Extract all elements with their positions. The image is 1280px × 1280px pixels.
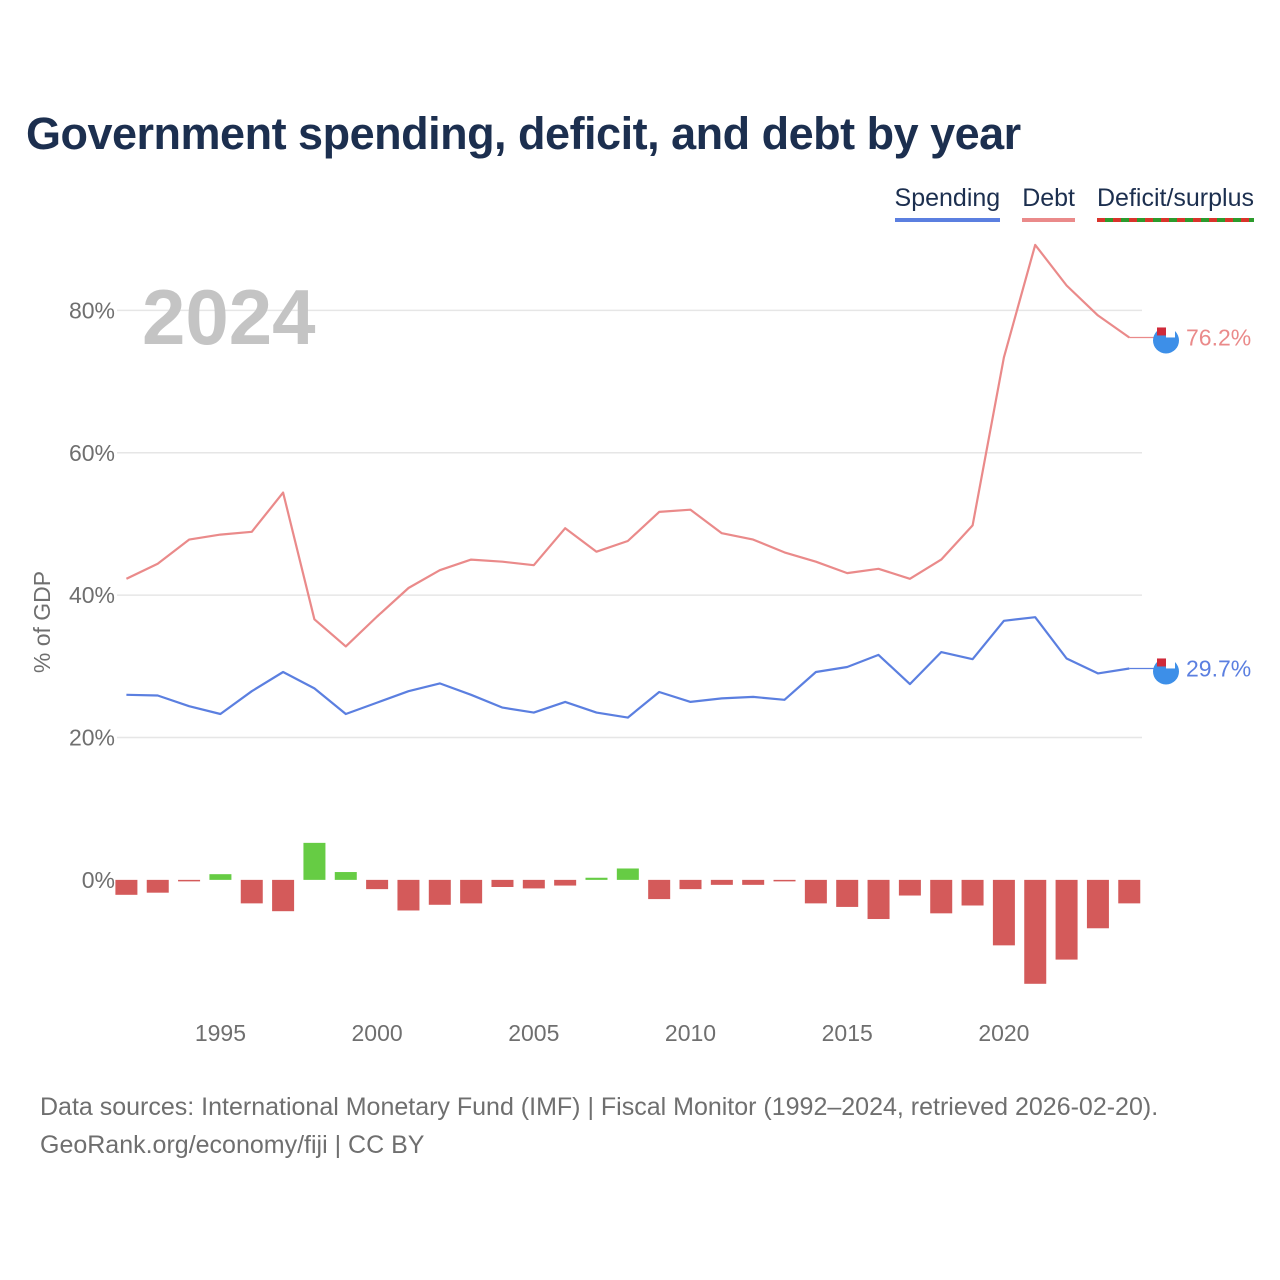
y-tick-label: 40%: [69, 582, 115, 608]
deficit-bar: [616, 868, 639, 880]
spending-line-flag-canton: [1157, 658, 1166, 667]
deficit-bar: [773, 879, 796, 882]
deficit-bar: [867, 879, 890, 920]
deficit-bar: [930, 879, 953, 914]
x-tick-label: 2020: [978, 1020, 1029, 1046]
deficit-bar: [648, 879, 671, 900]
spending-line: [126, 616, 1130, 719]
spending-line-flag-shield: [1166, 658, 1175, 669]
deficit-bar: [898, 879, 921, 896]
deficit-bar: [1086, 879, 1109, 929]
footer: Data sources: International Monetary Fun…: [40, 1088, 1158, 1164]
y-tick-label: 60%: [69, 440, 115, 466]
deficit-bar: [585, 877, 608, 880]
deficit-bar: [272, 879, 295, 912]
deficit-bar: [115, 879, 138, 895]
legend-label-debt: Debt: [1022, 184, 1075, 212]
legend-swatch-deficit: [1097, 218, 1254, 222]
deficit-bar: [178, 879, 201, 882]
legend: Spending Debt Deficit/surplus: [894, 184, 1254, 222]
deficit-bar: [1055, 879, 1078, 960]
deficit-bar: [1118, 879, 1141, 904]
deficit-bar: [1024, 879, 1047, 984]
deficit-bar: [679, 879, 702, 890]
x-tick-label: 2005: [508, 1020, 559, 1046]
deficit-bar: [554, 879, 577, 886]
deficit-bar: [366, 879, 389, 890]
deficit-bar: [428, 879, 451, 905]
debt-line-end-label: 76.2%: [1186, 324, 1251, 350]
deficit-bar: [742, 879, 765, 885]
y-tick-label: 80%: [69, 297, 115, 323]
deficit-bar: [334, 872, 357, 880]
legend-label-deficit: Deficit/surplus: [1097, 184, 1254, 212]
chart-title: Government spending, deficit, and debt b…: [26, 108, 1021, 159]
deficit-bar: [804, 879, 827, 904]
deficit-bar: [209, 874, 232, 880]
deficit-bar: [522, 879, 545, 889]
footer-attribution: GeoRank.org/economy/fiji | CC BY: [40, 1131, 425, 1159]
y-tick-label: 0%: [82, 867, 115, 893]
x-tick-label: 2010: [665, 1020, 716, 1046]
legend-item-spending[interactable]: Spending: [894, 184, 1001, 222]
deficit-bar: [836, 879, 859, 907]
x-tick-label: 2015: [822, 1020, 873, 1046]
legend-item-deficit[interactable]: Deficit/surplus: [1097, 184, 1254, 222]
deficit-bar: [491, 879, 514, 887]
footer-sources: Data sources: International Monetary Fun…: [40, 1093, 1159, 1121]
spending-line-end-label: 29.7%: [1186, 655, 1251, 681]
deficit-bar: [303, 842, 326, 880]
legend-swatch-debt: [1022, 218, 1075, 222]
legend-label-spending: Spending: [894, 184, 1001, 212]
debt-line-flag-canton: [1157, 327, 1166, 336]
legend-item-debt[interactable]: Debt: [1022, 184, 1075, 222]
deficit-bar: [992, 879, 1015, 946]
y-axis-label: % of GDP: [29, 571, 55, 673]
deficit-bar: [146, 879, 169, 893]
debt-line: [125, 243, 1130, 648]
deficit-bar: [961, 879, 984, 906]
x-tick-label: 2000: [352, 1020, 403, 1046]
deficit-bar: [460, 879, 483, 904]
y-tick-label: 20%: [69, 725, 115, 751]
current-year-label: 2024: [142, 273, 316, 361]
x-tick-label: 1995: [195, 1020, 246, 1046]
debt-line-flag-shield: [1166, 327, 1175, 338]
deficit-bar: [240, 879, 263, 904]
deficit-bar: [710, 879, 733, 885]
legend-swatch-spending: [894, 218, 1001, 222]
deficit-bar: [397, 879, 420, 911]
